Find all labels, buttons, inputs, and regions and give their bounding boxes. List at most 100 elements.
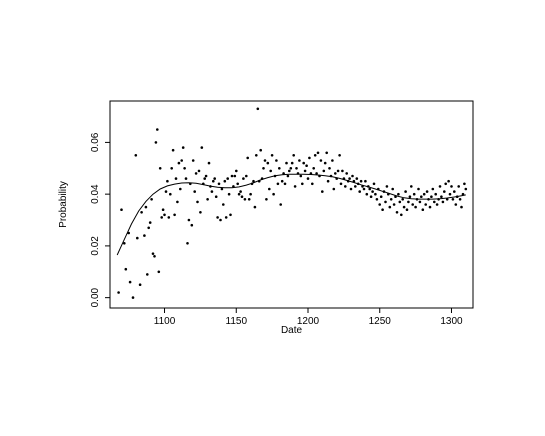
data-point [358,190,362,193]
data-point [161,208,165,211]
data-point [354,185,357,188]
data-point [425,190,429,193]
data-point [372,182,376,186]
data-point [216,216,219,219]
data-point [326,179,330,183]
data-point [151,252,155,255]
data-point [292,154,296,157]
data-point [407,200,410,204]
data-point [434,192,438,196]
data-point [210,190,214,193]
y-tick-label: 0.00 [90,287,101,307]
data-point [279,203,283,206]
data-point [203,177,206,180]
data-point [160,216,163,219]
data-point [253,205,257,209]
data-point [134,154,138,157]
data-point [431,187,435,191]
data-point [246,156,249,160]
data-point [235,169,238,173]
data-point [389,198,393,201]
data-point [398,200,402,204]
data-point [177,161,181,165]
data-point [331,159,334,162]
data-point [348,177,351,180]
data-point [174,177,178,180]
data-point [262,167,265,170]
data-point [444,182,448,186]
data-point [266,161,270,165]
data-point [454,203,458,206]
data-point [460,205,463,209]
y-axis-label: Probability [58,181,69,228]
data-point [293,185,297,188]
x-tick-label: 1300 [440,316,463,327]
data-point [463,182,466,186]
data-point [288,169,291,173]
data-point [223,179,227,183]
line-layer [116,173,466,256]
data-point [351,174,354,178]
data-point [276,182,280,186]
data-point [156,128,159,131]
data-point [256,107,260,111]
data-point [412,192,416,196]
data-point [158,167,162,170]
data-point [368,187,372,191]
data-point [433,200,436,204]
data-point [200,146,204,149]
data-point [186,242,189,245]
data-point [430,195,433,198]
data-point [302,161,306,165]
data-point [299,174,303,178]
data-point [220,187,224,191]
data-point [170,167,173,170]
x-axis-label: Date [281,325,303,336]
data-point [464,187,468,191]
data-point [268,187,271,191]
data-point [222,203,225,206]
data-point [422,192,426,196]
data-point [229,213,232,217]
data-point [219,218,222,222]
data-point [153,254,156,258]
axes-layer: 1100 1150 1200 1250 1300 0.00 0.02 0.04 0.06 [90,132,463,327]
data-point [242,177,245,180]
y-tick-label: 0.02 [90,236,101,256]
data-point [247,198,251,201]
data-point [224,216,228,219]
data-point [199,211,202,214]
data-point [311,182,314,186]
data-point [338,154,341,157]
x-tick-label: 1250 [369,316,392,327]
data-point [283,182,287,186]
data-point [298,159,301,162]
data-point [275,159,278,162]
data-point [401,198,405,201]
data-point [441,200,445,204]
data-point [397,192,400,196]
data-point [259,148,263,152]
data-point [451,198,455,201]
data-point [290,161,294,165]
data-point [341,169,344,173]
data-point [322,169,326,173]
data-point [227,192,231,196]
data-point [411,203,415,206]
x-tick-label: 1150 [226,316,248,327]
data-point [414,205,417,209]
data-point [301,182,304,186]
data-point [323,161,327,165]
data-point [183,167,186,170]
data-point [392,203,396,206]
data-point [445,198,449,201]
data-point [453,190,456,193]
data-point [428,205,432,209]
data-point [420,195,423,198]
data-point [313,154,317,157]
data-point [144,205,148,209]
data-point [120,208,123,211]
data-point [405,208,409,211]
data-point [339,182,343,186]
